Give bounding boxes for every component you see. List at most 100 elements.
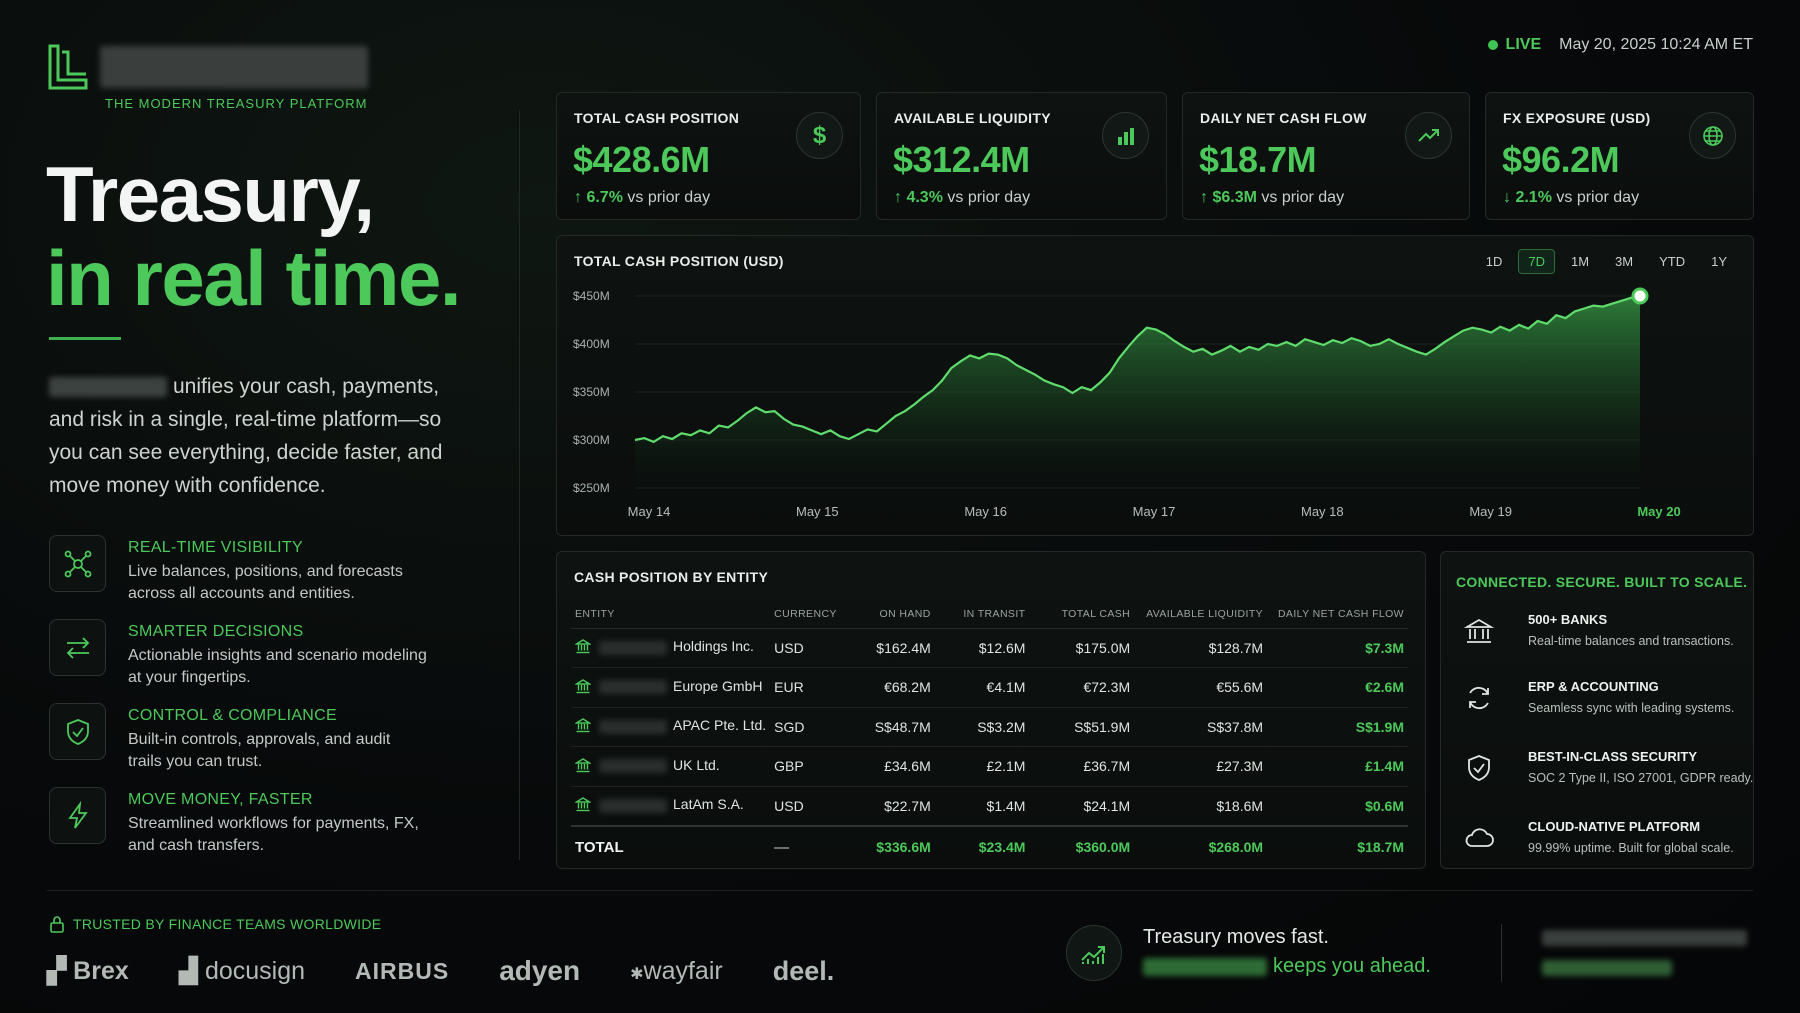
data-point[interactable] <box>1275 343 1280 348</box>
data-point[interactable] <box>1330 338 1335 343</box>
data-point[interactable] <box>698 428 703 433</box>
data-point[interactable] <box>1200 346 1205 351</box>
range-1y[interactable]: 1Y <box>1711 254 1727 269</box>
data-point[interactable] <box>1237 349 1242 354</box>
data-point[interactable] <box>1284 340 1289 345</box>
data-point[interactable] <box>660 434 665 439</box>
data-point[interactable] <box>1079 385 1084 390</box>
col-in-transit[interactable]: IN TRANSIT <box>934 600 1030 629</box>
table-row[interactable]: UK Ltd. GBP £34.6M £2.1M £36.7M £27.3M £1.4M <box>571 746 1408 787</box>
data-point[interactable] <box>1303 337 1308 342</box>
table-row[interactable]: APAC Pte. Ltd. SGD S$48.7M S$3.2M S$51.9M S$3… <box>571 707 1408 747</box>
data-point[interactable] <box>1256 347 1261 352</box>
data-point[interactable] <box>1154 327 1159 332</box>
data-point[interactable] <box>1377 342 1382 347</box>
data-point[interactable] <box>791 422 796 427</box>
data-point[interactable] <box>1563 316 1568 321</box>
data-point[interactable] <box>1544 321 1549 326</box>
data-point[interactable] <box>781 416 786 421</box>
col-total-cash[interactable]: TOTAL CASH <box>1029 600 1135 629</box>
data-point[interactable] <box>837 434 842 439</box>
data-point[interactable] <box>1572 309 1577 314</box>
kpi-available-liquidity[interactable]: AVAILABLE LIQUIDITY $312.4M ↑ 4.3% vs pr… <box>876 92 1167 220</box>
data-point[interactable] <box>809 428 814 433</box>
kpi-total-cash-position[interactable]: TOTAL CASH POSITION $428.6M ↑ 6.7% vs pr… <box>556 92 861 220</box>
data-point[interactable] <box>1265 342 1270 347</box>
data-point[interactable] <box>1358 339 1363 344</box>
data-point[interactable] <box>1107 370 1112 375</box>
data-point[interactable] <box>1610 301 1615 306</box>
data-point[interactable] <box>958 359 963 364</box>
data-point[interactable] <box>940 378 945 383</box>
data-point[interactable] <box>633 438 638 443</box>
brand-logo[interactable] <box>46 44 368 90</box>
range-ytd[interactable]: YTD <box>1659 254 1686 269</box>
data-point[interactable] <box>1135 334 1140 339</box>
data-point[interactable] <box>1535 318 1540 323</box>
chart-current-point[interactable] <box>1631 287 1649 305</box>
contact-email-redacted[interactable] <box>1542 930 1747 946</box>
data-point[interactable] <box>1340 341 1345 346</box>
data-point[interactable] <box>1582 306 1587 311</box>
data-point[interactable] <box>744 411 749 416</box>
data-point[interactable] <box>921 394 926 399</box>
data-point[interactable] <box>1033 372 1038 377</box>
data-point[interactable] <box>707 431 712 436</box>
col-currency[interactable]: CURRENCY <box>770 600 851 629</box>
data-point[interactable] <box>1005 356 1010 361</box>
data-point[interactable] <box>1126 344 1131 349</box>
data-point[interactable] <box>1451 334 1456 339</box>
data-point[interactable] <box>1414 349 1419 354</box>
data-point[interactable] <box>986 351 991 356</box>
data-point[interactable] <box>1507 328 1512 333</box>
data-point[interactable] <box>847 437 852 442</box>
data-point[interactable] <box>902 409 907 414</box>
data-point[interactable] <box>726 425 731 430</box>
range-7d[interactable]: 7D <box>1518 249 1555 274</box>
data-point[interactable] <box>1470 325 1475 330</box>
data-point[interactable] <box>1498 324 1503 329</box>
data-point[interactable] <box>1517 322 1522 327</box>
col-daily-net-cash-flow[interactable]: DAILY NET CASH FLOW <box>1267 600 1408 629</box>
data-point[interactable] <box>1386 337 1391 342</box>
data-point[interactable] <box>977 356 982 361</box>
data-point[interactable] <box>1209 352 1214 357</box>
data-point[interactable] <box>1479 327 1484 332</box>
data-point[interactable] <box>1163 332 1168 337</box>
data-point[interactable] <box>1526 326 1531 331</box>
data-point[interactable] <box>1461 328 1466 333</box>
data-point[interactable] <box>1182 344 1187 349</box>
data-point[interactable] <box>800 424 805 429</box>
data-point[interactable] <box>753 405 758 410</box>
data-point[interactable] <box>968 353 973 358</box>
table-row[interactable]: Europe GmbH EUR €68.2M €4.1M €72.3M €55.6M €2.… <box>571 667 1408 708</box>
data-point[interactable] <box>1619 298 1624 303</box>
data-point[interactable] <box>1312 340 1317 345</box>
data-point[interactable] <box>642 436 647 441</box>
data-point[interactable] <box>1051 382 1056 387</box>
data-point[interactable] <box>1172 339 1177 344</box>
data-point[interactable] <box>651 439 656 444</box>
data-point[interactable] <box>735 418 740 423</box>
data-point[interactable] <box>716 423 721 428</box>
data-point[interactable] <box>763 410 768 415</box>
data-point[interactable] <box>1321 342 1326 347</box>
data-point[interactable] <box>1042 378 1047 383</box>
data-point[interactable] <box>1144 325 1149 330</box>
kpi-daily-net-cash-flow[interactable]: DAILY NET CASH FLOW $18.7M ↑ $6.3M vs pr… <box>1182 92 1470 220</box>
data-point[interactable] <box>670 437 675 442</box>
data-point[interactable] <box>1023 367 1028 372</box>
data-point[interactable] <box>1061 385 1066 390</box>
data-point[interactable] <box>1116 356 1121 361</box>
data-point[interactable] <box>1442 340 1447 345</box>
data-point[interactable] <box>930 388 935 393</box>
data-point[interactable] <box>1191 349 1196 354</box>
data-point[interactable] <box>1591 303 1596 308</box>
data-point[interactable] <box>874 429 879 434</box>
data-point[interactable] <box>1368 343 1373 348</box>
data-point[interactable] <box>1423 352 1428 357</box>
data-point[interactable] <box>1088 388 1093 393</box>
data-point[interactable] <box>772 409 777 414</box>
chart-plot[interactable]: $250M $300M $350M $400M $450M May 14 May 15 Ma… <box>557 236 1755 537</box>
data-point[interactable] <box>856 432 861 437</box>
